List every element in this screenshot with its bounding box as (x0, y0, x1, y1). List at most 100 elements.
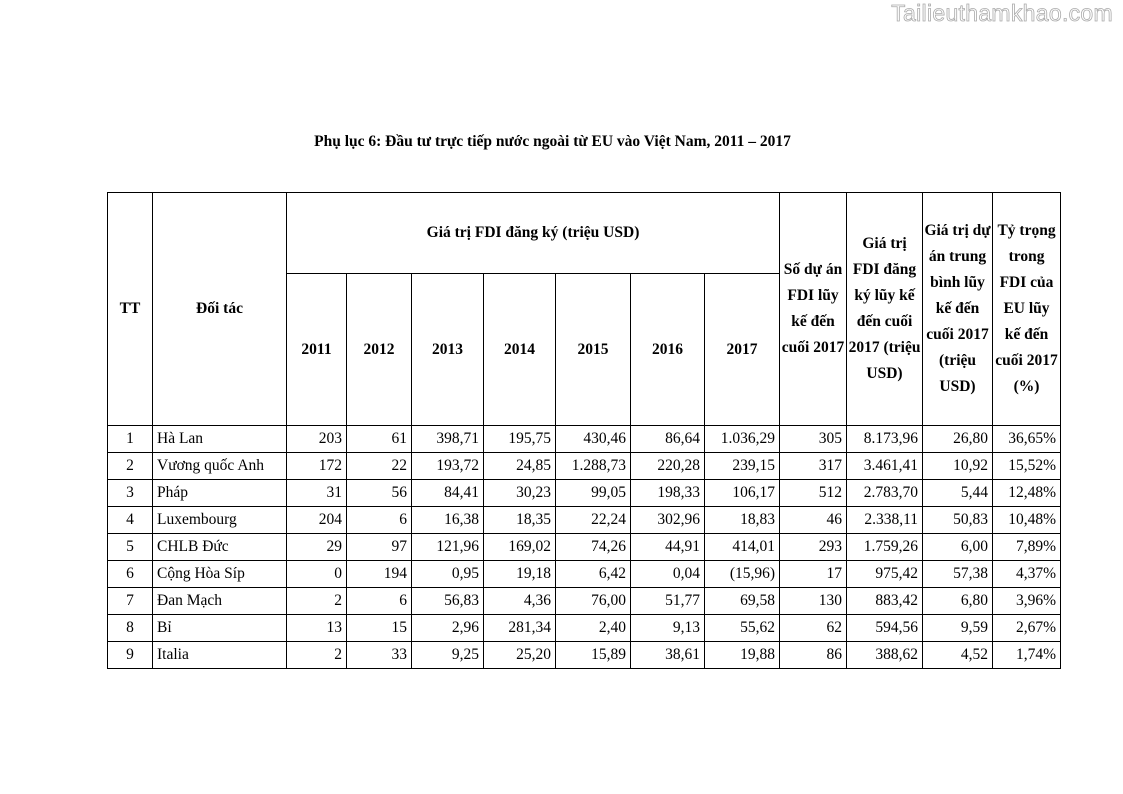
value-cell: 15,52% (992, 452, 1062, 480)
value-cell: 86 (779, 641, 848, 669)
partner-name: Bỉ (152, 614, 287, 642)
table-row: 8 Bỉ 13 15 2,96 281,34 2,40 9,13 55,62 62 594,56 9,… (107, 614, 1062, 642)
value-cell: 512 (779, 479, 848, 507)
value-cell: 31 (286, 479, 347, 507)
value-cell: 17 (779, 560, 848, 588)
value-cell: 16,38 (411, 506, 484, 534)
row-number: 3 (107, 479, 153, 507)
header-cell: TT (107, 192, 153, 426)
partner-name: Hà Lan (152, 425, 287, 453)
value-cell: 13 (286, 614, 347, 642)
value-cell: 305 (779, 425, 848, 453)
table-row: 6 Cộng Hòa Síp 0 194 0,95 19,18 6,42 0,04 (15,96… (107, 560, 1062, 588)
value-cell: (15,96) (703, 560, 781, 588)
value-cell: 430,46 (555, 425, 631, 453)
value-cell: 239,15 (703, 452, 781, 480)
value-cell: 15,89 (555, 641, 631, 669)
value-cell: 12,48% (992, 479, 1062, 507)
header-cell: Số dự án FDI lũy kế đến cuối 2017 (779, 192, 848, 426)
value-cell: 6 (346, 587, 412, 615)
table-row: 3 Pháp 31 56 84,41 30,23 99,05 198,33 106,17 512 2… (107, 479, 1062, 507)
table-title: Phụ lục 6: Đầu tư trực tiếp nước ngoài t… (314, 133, 791, 150)
value-cell: 203 (286, 425, 347, 453)
header-cell: Giá trị FDI đăng ký (triệu USD) (285, 192, 781, 274)
table-row: 7 Đan Mạch 2 6 56,83 4,36 76,00 51,77 69,58 130 88… (107, 587, 1062, 615)
row-number: 7 (107, 587, 153, 615)
value-cell: 44,91 (630, 533, 705, 561)
year-header: 2015 (555, 273, 631, 426)
watermark: Tailieuthamkhao.com (891, 0, 1113, 26)
value-cell: 18,35 (483, 506, 556, 534)
row-number: 9 (107, 641, 153, 669)
value-cell: 15 (346, 614, 412, 642)
value-cell: 9,59 (922, 614, 994, 642)
partner-name: CHLB Đức (152, 533, 287, 561)
year-header: 2016 (630, 273, 705, 426)
partner-name: Pháp (152, 479, 287, 507)
value-cell: 99,05 (555, 479, 631, 507)
value-cell: 883,42 (846, 587, 924, 615)
value-cell: 22 (346, 452, 412, 480)
row-number: 5 (107, 533, 153, 561)
value-cell: 594,56 (846, 614, 924, 642)
row-number: 4 (107, 506, 153, 534)
partner-name: Đan Mạch (152, 587, 287, 615)
year-header: 2017 (703, 273, 781, 426)
value-cell: 2,96 (411, 614, 484, 642)
table-row: 5 CHLB Đức 29 97 121,96 169,02 74,26 44,91 414,0… (107, 533, 1062, 561)
value-cell: 30,23 (483, 479, 556, 507)
value-cell: 2 (286, 587, 347, 615)
row-number: 2 (107, 452, 153, 480)
year-header: 2014 (483, 273, 556, 426)
value-cell: 6,80 (922, 587, 994, 615)
value-cell: 414,01 (703, 533, 781, 561)
value-cell: 56,83 (411, 587, 484, 615)
value-cell: 61 (346, 425, 412, 453)
value-cell: 302,96 (630, 506, 705, 534)
value-cell: 1.288,73 (555, 452, 631, 480)
value-cell: 6,42 (555, 560, 631, 588)
value-cell: 106,17 (703, 479, 781, 507)
partner-name: Italia (152, 641, 287, 669)
partner-name: Vương quốc Anh (152, 452, 287, 480)
value-cell: 19,88 (703, 641, 781, 669)
value-cell: 0,04 (630, 560, 705, 588)
value-cell: 2,40 (555, 614, 631, 642)
value-cell: 195,75 (483, 425, 556, 453)
value-cell: 22,24 (555, 506, 631, 534)
value-cell: 69,58 (703, 587, 781, 615)
value-cell: 6 (346, 506, 412, 534)
year-header: 2011 (286, 273, 347, 426)
value-cell: 317 (779, 452, 848, 480)
value-cell: 220,28 (630, 452, 705, 480)
row-number: 8 (107, 614, 153, 642)
value-cell: 46 (779, 506, 848, 534)
value-cell: 9,25 (411, 641, 484, 669)
value-cell: 4,37% (992, 560, 1062, 588)
value-cell: 9,13 (630, 614, 705, 642)
value-cell: 1.036,29 (703, 425, 781, 453)
value-cell: 281,34 (483, 614, 556, 642)
value-cell: 84,41 (411, 479, 484, 507)
value-cell: 19,18 (483, 560, 556, 588)
value-cell: 24,85 (483, 452, 556, 480)
value-cell: 198,33 (630, 479, 705, 507)
value-cell: 55,62 (703, 614, 781, 642)
value-cell: 25,20 (483, 641, 556, 669)
value-cell: 76,00 (555, 587, 631, 615)
value-cell: 6,00 (922, 533, 994, 561)
value-cell: 36,65% (992, 425, 1062, 453)
header-cell: Giá trị dự án trung bình lũy kế đến cuối… (922, 192, 994, 426)
value-cell: 3,96% (992, 587, 1062, 615)
value-cell: 398,71 (411, 425, 484, 453)
value-cell: 38,61 (630, 641, 705, 669)
table-body: 1 Hà Lan 203 61 398,71 195,75 430,46 86,64 1.036… (107, 425, 1062, 669)
value-cell: 97 (346, 533, 412, 561)
value-cell: 194 (346, 560, 412, 588)
value-cell: 10,92 (922, 452, 994, 480)
partner-name: Luxembourg (152, 506, 287, 534)
header-cell: Giá trị FDI đăng ký lũy kế đến cuối 2017… (846, 192, 924, 426)
value-cell: 8.173,96 (846, 425, 924, 453)
table-row: 1 Hà Lan 203 61 398,71 195,75 430,46 86,64 1.036… (107, 425, 1062, 453)
row-number: 1 (107, 425, 153, 453)
